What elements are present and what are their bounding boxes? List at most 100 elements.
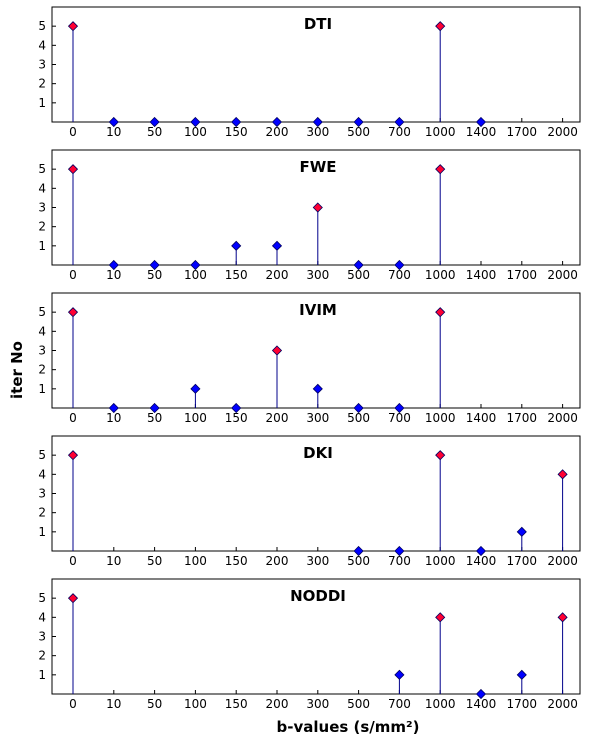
x-tick-label: 10 <box>106 268 121 282</box>
x-tick-label: 150 <box>225 411 248 425</box>
y-tick-label: 2 <box>38 220 46 234</box>
x-tick-label: 10 <box>106 411 121 425</box>
panel-title: DKI <box>303 444 333 462</box>
stem-marker <box>67 307 79 318</box>
x-tick-label: 700 <box>388 697 411 711</box>
x-tick-label: 200 <box>266 697 289 711</box>
panel-title: FWE <box>299 158 336 176</box>
panel-title: NODDI <box>290 587 346 605</box>
stem-marker <box>435 164 446 175</box>
x-tick-label: 300 <box>306 697 329 711</box>
x-tick-label: 2000 <box>547 411 578 425</box>
y-tick-label: 2 <box>38 363 46 377</box>
x-tick-label: 1400 <box>466 697 497 711</box>
stem-marker <box>149 402 160 414</box>
y-tick-label: 4 <box>38 610 46 624</box>
stem-marker <box>231 116 242 128</box>
x-tick-label: 1400 <box>466 125 497 139</box>
stem-marker <box>190 383 201 394</box>
stem-marker <box>149 116 160 128</box>
x-tick-label: 1700 <box>507 411 538 425</box>
x-tick-label: 100 <box>184 697 207 711</box>
stem-marker <box>435 612 446 623</box>
x-tick-label: 50 <box>147 554 162 568</box>
x-tick-label: 1000 <box>425 268 456 282</box>
y-tick-label: 4 <box>38 467 46 481</box>
y-axis-label: iter No <box>8 341 26 399</box>
y-tick-label: 3 <box>38 630 46 644</box>
panel-title: DTI <box>304 15 332 33</box>
y-tick-label: 1 <box>38 668 46 682</box>
x-tick-label: 500 <box>347 411 370 425</box>
stem-marker <box>353 545 364 557</box>
axes-frame <box>51 6 581 123</box>
x-tick-label: 100 <box>184 411 207 425</box>
stem-marker <box>67 21 79 32</box>
x-tick-label: 50 <box>147 697 162 711</box>
x-tick-label: 150 <box>225 554 248 568</box>
stem-marker <box>190 116 201 128</box>
stem-marker <box>67 450 79 461</box>
y-tick-label: 3 <box>38 58 46 72</box>
stem-marker <box>353 259 364 271</box>
y-tick-label: 1 <box>38 239 46 253</box>
x-tick-label: 300 <box>306 268 329 282</box>
y-tick-label: 4 <box>38 181 46 195</box>
x-tick-label: 700 <box>388 411 411 425</box>
x-tick-label: 50 <box>147 411 162 425</box>
x-tick-label: 2000 <box>547 268 578 282</box>
stem-marker <box>557 612 568 623</box>
stem-marker <box>108 116 119 128</box>
stem-marker <box>516 669 527 680</box>
stem-marker <box>475 545 487 557</box>
x-tick-label: 700 <box>388 125 411 139</box>
x-tick-label: 2000 <box>547 125 578 139</box>
y-tick-label: 5 <box>38 162 46 176</box>
x-tick-label: 10 <box>106 697 121 711</box>
x-tick-label: 1700 <box>507 697 538 711</box>
stem-marker <box>312 202 323 213</box>
x-tick-label: 200 <box>266 554 289 568</box>
x-tick-label: 1400 <box>466 554 497 568</box>
stem-marker <box>108 259 119 271</box>
x-tick-label: 0 <box>69 268 77 282</box>
y-tick-label: 5 <box>38 448 46 462</box>
stem-marker <box>271 116 283 128</box>
panel-title: IVIM <box>299 301 337 319</box>
y-tick-label: 5 <box>38 19 46 33</box>
x-tick-label: 2000 <box>547 554 578 568</box>
x-tick-label: 0 <box>69 554 77 568</box>
x-tick-label: 10 <box>106 554 121 568</box>
x-tick-label: 700 <box>388 554 411 568</box>
y-tick-label: 5 <box>38 305 46 319</box>
x-tick-label: 100 <box>184 125 207 139</box>
y-tick-label: 3 <box>38 344 46 358</box>
x-tick-label: 150 <box>225 268 248 282</box>
x-tick-label: 200 <box>266 411 289 425</box>
y-tick-label: 5 <box>38 591 46 605</box>
stem-marker <box>394 545 405 557</box>
stem-marker <box>271 345 283 356</box>
x-tick-label: 100 <box>184 554 207 568</box>
x-tick-label: 0 <box>69 411 77 425</box>
stem-marker <box>231 240 242 251</box>
x-tick-label: 1700 <box>507 554 538 568</box>
y-tick-label: 4 <box>38 324 46 338</box>
stem-marker <box>435 450 446 461</box>
x-tick-label: 150 <box>225 125 248 139</box>
stem-marker <box>435 21 446 32</box>
axes-frame <box>51 435 581 552</box>
x-tick-label: 1000 <box>425 697 456 711</box>
x-tick-label: 500 <box>347 554 370 568</box>
stem-marker <box>475 116 487 128</box>
x-tick-label: 700 <box>388 268 411 282</box>
x-tick-label: 100 <box>184 268 207 282</box>
x-tick-label: 1700 <box>507 125 538 139</box>
stem-marker <box>190 259 201 271</box>
y-tick-label: 1 <box>38 382 46 396</box>
